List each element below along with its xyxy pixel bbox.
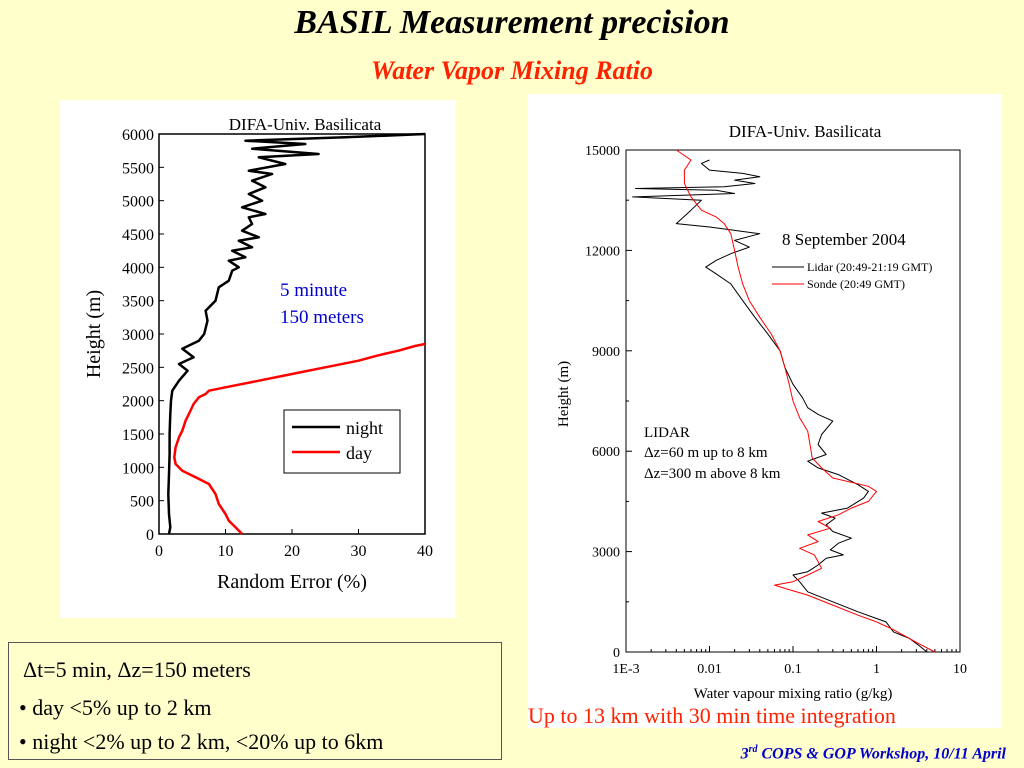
footer-text: COPS & GOP Workshop, 10/11 April bbox=[757, 745, 1007, 763]
random-error-chart-panel: DIFA-Univ. Basilicata 0 500 1000 1500 2000 25… bbox=[60, 100, 456, 618]
y-tick-label: 3000 bbox=[592, 546, 620, 561]
y-tick-label: 9000 bbox=[592, 345, 620, 360]
legend-label-day: day bbox=[346, 443, 372, 463]
chart-title: DIFA-Univ. Basilicata bbox=[229, 115, 382, 134]
y-tick-label: 4500 bbox=[122, 227, 154, 244]
legend-label-sonde: Sonde (20:49 GMT) bbox=[807, 277, 905, 291]
y-tick-label: 5000 bbox=[122, 194, 154, 211]
y-tick-label: 1000 bbox=[122, 460, 154, 477]
annotation-line-2: 150 meters bbox=[280, 307, 364, 328]
footer-ordinal-number: 3 bbox=[740, 745, 749, 763]
lidar-annotation-line-1: LIDAR bbox=[644, 425, 690, 441]
y-tick-label: 6000 bbox=[122, 127, 154, 144]
random-error-chart: DIFA-Univ. Basilicata 0 500 1000 1500 2000 25… bbox=[83, 115, 433, 593]
y-tick-label: 3000 bbox=[122, 327, 154, 344]
legend-box bbox=[283, 409, 401, 474]
y-tick-label: 15000 bbox=[585, 144, 620, 159]
series-line-lidar bbox=[632, 159, 928, 653]
summary-bullet-day: • day <5% up to 2 km bbox=[19, 695, 212, 720]
x-tick-label: 10 bbox=[218, 543, 234, 560]
lidar-annotation-line-3: Δz=300 m above 8 km bbox=[644, 466, 781, 482]
x-tick-label: 0.01 bbox=[697, 662, 722, 677]
date-label: 8 September 2004 bbox=[782, 230, 906, 249]
y-tick-label: 500 bbox=[130, 494, 154, 511]
legend: Lidar (20:49-21:19 GMT) Sonde (20:49 GMT… bbox=[772, 260, 932, 291]
y-tick-label: 0 bbox=[146, 527, 154, 544]
legend-label-lidar: Lidar (20:49-21:19 GMT) bbox=[807, 260, 932, 274]
slide-title: BASIL Measurement precision bbox=[294, 4, 730, 41]
summary-box: Δt=5 min, Δz=150 meters • day <5% up to … bbox=[8, 642, 502, 760]
x-axis-label: Water vapour mixing ratio (g/kg) bbox=[694, 686, 893, 702]
y-tick-label: 2500 bbox=[122, 360, 154, 377]
series-line-night bbox=[167, 132, 426, 535]
y-tick-label: 4000 bbox=[122, 260, 154, 277]
summary-heading: Δt=5 min, Δz=150 meters bbox=[23, 657, 251, 682]
footer-workshop: 3rd COPS & GOP Workshop, 10/11 April bbox=[741, 744, 1006, 763]
x-tick-label: 1 bbox=[873, 662, 880, 677]
mixing-ratio-chart: DIFA-Univ. Basilicata 0 3000 6000 9000 12000… bbox=[556, 122, 967, 702]
y-tick-label: 6000 bbox=[592, 445, 620, 460]
y-axis-label: Height (m) bbox=[83, 290, 105, 378]
y-tick-label: 1500 bbox=[122, 427, 154, 444]
y-tick-label: 2000 bbox=[122, 394, 154, 411]
y-tick-label: 0 bbox=[613, 646, 620, 661]
x-tick-label: 0.1 bbox=[784, 662, 802, 677]
slide-subtitle: Water Vapor Mixing Ratio bbox=[371, 56, 653, 85]
mixing-ratio-chart-panel: DIFA-Univ. Basilicata 0 3000 6000 9000 12000… bbox=[528, 94, 1002, 728]
summary-bullet-night: • night <2% up to 2 km, <20% up to 6km bbox=[19, 729, 384, 754]
integration-note: Up to 13 km with 30 min time integration bbox=[528, 703, 896, 728]
chart-title: DIFA-Univ. Basilicata bbox=[729, 122, 882, 141]
x-tick-label: 1E-3 bbox=[612, 662, 639, 677]
footer-ordinal-suffix: rd bbox=[748, 744, 758, 755]
x-tick-label: 20 bbox=[284, 543, 300, 560]
series-line-day bbox=[173, 342, 426, 535]
plot-area-frame bbox=[158, 133, 426, 535]
y-tick-label: 3500 bbox=[122, 294, 154, 311]
x-tick-label: 0 bbox=[155, 543, 163, 560]
x-tick-label: 30 bbox=[351, 543, 367, 560]
legend-label-night: night bbox=[346, 418, 383, 438]
annotation-line-1: 5 minute bbox=[280, 280, 347, 301]
x-axis-label: Random Error (%) bbox=[217, 571, 367, 593]
y-tick-label: 5500 bbox=[122, 160, 154, 177]
y-tick-label: 12000 bbox=[585, 244, 620, 259]
series-line-sonde bbox=[676, 149, 936, 653]
lidar-annotation-line-2: Δz=60 m up to 8 km bbox=[644, 445, 768, 461]
y-axis-label: Height (m) bbox=[556, 361, 572, 427]
legend: night day bbox=[283, 409, 401, 474]
x-tick-label: 40 bbox=[417, 543, 433, 560]
x-tick-label: 10 bbox=[953, 662, 967, 677]
